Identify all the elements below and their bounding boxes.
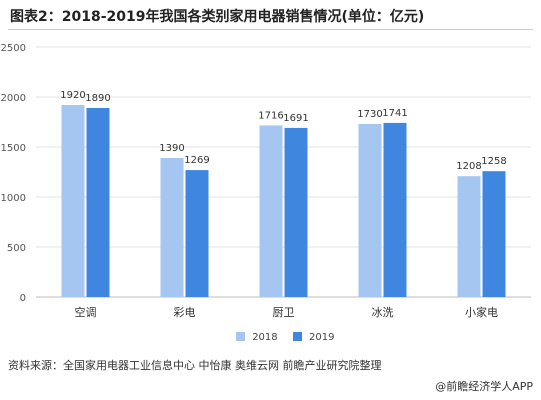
title-divider — [8, 29, 533, 30]
x-tick-label: 彩电 — [174, 306, 196, 319]
x-tick-label: 小家电 — [465, 305, 498, 319]
data-label: 1890 — [85, 93, 110, 104]
legend-label-2018: 2018 — [252, 332, 278, 343]
x-tick-label: 厨卫 — [273, 306, 295, 319]
y-axis-ticks: 0 500 1000 1500 2000 2500 — [1, 43, 26, 304]
bar-2019-4 — [482, 171, 506, 297]
legend: 2018 2019 — [236, 332, 346, 343]
bar-2018-3 — [358, 124, 382, 297]
bar-2018-1 — [160, 158, 184, 297]
legend-swatch-2018 — [236, 332, 245, 341]
data-label: 1208 — [456, 161, 481, 172]
brand-credit: @前瞻经济学人APP — [435, 380, 533, 393]
x-axis-ticks: 空调 彩电 厨卫 冰洗 小家电 — [75, 305, 499, 319]
data-label: 1258 — [481, 156, 506, 167]
legend-label-2019: 2019 — [309, 332, 335, 343]
bar-2019-3 — [383, 122, 407, 298]
legend-item-2018: 2018 — [236, 332, 278, 343]
legend-item-2019: 2019 — [292, 332, 335, 343]
bar-2019-2 — [284, 127, 308, 298]
y-tick-label: 500 — [7, 243, 26, 254]
data-label: 1390 — [159, 143, 184, 154]
bar-2019-1 — [185, 170, 209, 297]
data-label: 1741 — [382, 108, 407, 119]
x-tick-label: 空调 — [75, 305, 97, 319]
bar-2018-2 — [259, 125, 283, 298]
chart-title: 图表2：2018-2019年我国各类别家用电器销售情况(单位：亿元) — [10, 9, 425, 25]
y-tick-label: 2500 — [1, 43, 26, 54]
legend-swatch-2019 — [292, 332, 302, 341]
y-tick-label: 1000 — [1, 193, 26, 204]
bars — [61, 105, 506, 298]
data-label: 1269 — [184, 155, 209, 166]
data-label: 1716 — [258, 110, 283, 121]
bar-2019-0 — [86, 108, 110, 297]
data-label: 1730 — [357, 109, 382, 120]
data-label: 1691 — [283, 113, 308, 124]
y-tick-label: 0 — [20, 293, 26, 304]
bar-2018-0 — [61, 105, 85, 297]
data-label: 1920 — [60, 90, 85, 101]
x-tick-label: 冰洗 — [372, 306, 394, 319]
source-note: 资料来源：全国家用电器工业信息中心 中怡康 奥维云网 前瞻产业研究院整理 — [8, 359, 382, 372]
gridlines — [36, 46, 531, 298]
y-tick-label: 1500 — [1, 143, 26, 154]
bar-2018-4 — [457, 176, 481, 297]
y-tick-label: 2000 — [1, 93, 26, 104]
